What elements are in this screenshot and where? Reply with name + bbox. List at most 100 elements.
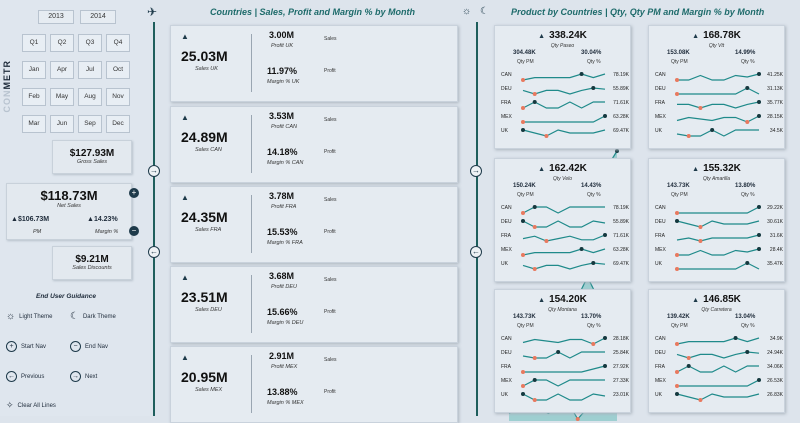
- sparkline: [521, 247, 606, 257]
- month-filter-q1[interactable]: Q1: [22, 34, 46, 52]
- month-filter-dec[interactable]: Dec: [106, 115, 130, 133]
- country-code: UK: [655, 261, 662, 267]
- product-card: ▲ 154.20K Qty Montana 143.73K 13.70% Qty PM Qt…: [494, 289, 631, 413]
- month-filter-nov[interactable]: Nov: [106, 88, 130, 106]
- profit-value: 3.68M: [269, 271, 295, 281]
- sparkline-line: [676, 393, 760, 401]
- moon-icon[interactable]: ☾: [480, 6, 489, 17]
- country-row: CAN 41.25K: [655, 70, 783, 82]
- month-filter-jun[interactable]: Jun: [50, 115, 74, 133]
- country-code: CAN: [501, 205, 512, 211]
- month-filter-q2[interactable]: Q2: [50, 34, 74, 52]
- country-code: FRA: [655, 233, 665, 239]
- month-filter-q4[interactable]: Q4: [106, 34, 130, 52]
- country-code: DEU: [501, 86, 512, 92]
- month-filter-aug[interactable]: Aug: [78, 88, 102, 106]
- sparkline-line: [676, 234, 760, 242]
- qty-margin-value: 14.99%: [735, 50, 756, 56]
- sparkline: [675, 219, 760, 229]
- sparkline-min-dot: [675, 342, 679, 346]
- triangle-up-icon: ▲: [181, 193, 189, 202]
- country-qty: 41.25K: [767, 72, 783, 78]
- country-qty: 27.92K: [613, 364, 629, 370]
- sparkline: [521, 364, 607, 374]
- clear-lines-button[interactable]: ✧ Clear All Lines: [6, 400, 56, 410]
- gross-sales-label: Gross Sales: [77, 159, 107, 165]
- country-code: MEX: [501, 114, 512, 120]
- product-name: Qty Amarilla: [702, 176, 731, 182]
- month-filter-jul[interactable]: Jul: [78, 61, 102, 79]
- filter-panel: 2013 2014 CONMETR Q1 Q2 Q3 Q4 Jan Apr Jul Oct Fe…: [0, 0, 150, 416]
- country-row: UK 23.01K: [501, 390, 629, 402]
- year-2014-button[interactable]: 2014: [80, 10, 116, 24]
- year-2013-button[interactable]: 2013: [38, 10, 74, 24]
- country-row: DEU 31.13K: [655, 84, 783, 96]
- nav-next-circle-mid[interactable]: →: [470, 165, 482, 177]
- month-filter-mar[interactable]: Mar: [22, 115, 46, 133]
- country-row: FRA 35.77K: [655, 98, 783, 110]
- country-row: FRA 71.61K: [501, 231, 629, 243]
- start-nav-button[interactable]: + Start Nav: [6, 341, 46, 352]
- nav-prev-circle-mid[interactable]: ←: [470, 246, 482, 258]
- profit-label: Profit UK: [271, 43, 294, 49]
- month-filter-feb[interactable]: Feb: [22, 88, 46, 106]
- sparkline-min-dot: [675, 78, 679, 82]
- country-code: CAN: [655, 72, 666, 78]
- profit-value: 3.00M: [269, 30, 295, 40]
- next-button[interactable]: → Next: [70, 371, 98, 382]
- sparkline-max-dot: [757, 378, 761, 382]
- dark-theme-toggle[interactable]: ☾ Dark Theme: [70, 311, 116, 322]
- minus-icon: −: [70, 341, 81, 352]
- sun-icon[interactable]: ☼: [462, 6, 472, 17]
- month-filter-q3[interactable]: Q3: [78, 34, 102, 52]
- month-filter-jan[interactable]: Jan: [22, 61, 46, 79]
- sparkline: [521, 392, 606, 402]
- product-name: Qty Vtt: [708, 43, 725, 49]
- sparkline: [522, 86, 606, 96]
- sparkline-max-dot: [591, 261, 596, 265]
- sparkline-max-dot: [757, 205, 761, 209]
- month-filter-may[interactable]: May: [50, 88, 74, 106]
- margin-value: 11.97%: [267, 66, 298, 76]
- sparkline-min-dot: [686, 356, 691, 360]
- profit-label: Profit CAN: [271, 124, 297, 130]
- product-card: ▲ 146.85K Qty Carretera 139.42K 13.04% Qty PM…: [648, 289, 785, 413]
- country-row: FRA 71.61K: [501, 98, 629, 110]
- sparkline-max-dot: [757, 247, 761, 251]
- collapse-minus-icon[interactable]: −: [129, 226, 139, 236]
- profit-label: Profit FRA: [271, 204, 297, 210]
- end-nav-button[interactable]: − End Nav: [70, 341, 108, 352]
- gross-sales-value: $127.93M: [69, 148, 115, 159]
- country-code: UK: [501, 128, 508, 134]
- nav-next-circle-left[interactable]: →: [148, 165, 160, 177]
- sparkline-max-dot: [675, 219, 679, 223]
- sun-icon: ☼: [6, 311, 16, 322]
- net-sales-value: $118.73M: [40, 188, 98, 203]
- product-total: ▲ 146.85K: [692, 294, 741, 305]
- qty-pm-label: Qty PM: [671, 323, 688, 329]
- month-filter-oct[interactable]: Oct: [106, 61, 130, 79]
- sparkline-max-dot: [615, 149, 619, 153]
- sparkline: [675, 261, 760, 271]
- month-filter-apr[interactable]: Apr: [50, 61, 74, 79]
- card-separator: [251, 355, 252, 413]
- sparkline-max-dot: [532, 378, 537, 382]
- sparkline-min-dot: [532, 267, 537, 271]
- sparkline-min-dot: [675, 211, 679, 215]
- country-code: UK: [501, 261, 508, 267]
- light-theme-toggle[interactable]: ☼ Light Theme: [6, 311, 53, 322]
- sparkline-min-dot: [521, 370, 525, 374]
- margin-value: ▲14.23%: [87, 216, 118, 223]
- nav-prev-circle-left[interactable]: ←: [148, 246, 160, 258]
- country-qty: 27.33K: [613, 378, 629, 384]
- clear-filter-icon[interactable]: ✈: [147, 5, 158, 19]
- month-filter-sep[interactable]: Sep: [78, 115, 102, 133]
- country-row: MEX 27.33K: [501, 376, 629, 388]
- qty-pm-label: Qty PM: [671, 192, 688, 198]
- expand-plus-icon[interactable]: +: [129, 188, 139, 198]
- country-row: CAN 29.22K: [655, 203, 783, 215]
- previous-button[interactable]: ← Previous: [6, 371, 45, 382]
- product-name: Qty Montana: [548, 307, 577, 313]
- pm-label: PM: [33, 229, 42, 235]
- sparkline-line: [522, 248, 606, 256]
